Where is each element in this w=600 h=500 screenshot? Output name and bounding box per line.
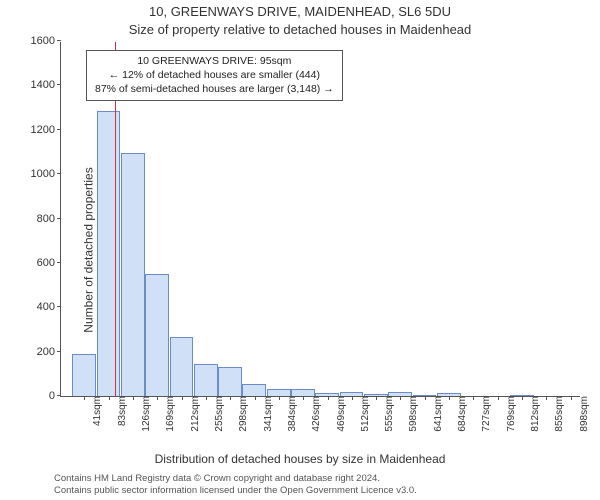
- x-tick-mark: [157, 396, 158, 400]
- x-tick-mark: [109, 396, 110, 400]
- y-tick-label: 1400: [21, 79, 61, 91]
- x-tick-mark: [303, 396, 304, 400]
- x-tick-mark: [206, 396, 207, 400]
- y-tick-mark: [57, 351, 61, 352]
- histogram-bar: [242, 384, 266, 396]
- histogram-bar: [145, 274, 169, 396]
- histogram-bar: [291, 389, 315, 396]
- x-tick-mark: [84, 396, 85, 400]
- x-tick-label: 598sqm: [404, 396, 419, 432]
- x-tick-label: 898sqm: [575, 396, 590, 432]
- annotation-callout: 10 GREENWAYS DRIVE: 95sqm ← 12% of detac…: [86, 50, 343, 101]
- y-tick-label: 1600: [21, 35, 61, 47]
- x-tick-mark: [352, 396, 353, 400]
- x-tick-label: 512sqm: [356, 396, 371, 432]
- y-tick-mark: [57, 306, 61, 307]
- x-tick-mark: [400, 396, 401, 400]
- x-tick-label: 855sqm: [550, 396, 565, 432]
- attribution-line2: Contains public sector information licen…: [54, 485, 417, 496]
- x-tick-label: 83sqm: [113, 396, 128, 426]
- x-tick-label: 255sqm: [210, 396, 225, 432]
- annotation-line3: 87% of semi-detached houses are larger (…: [95, 82, 334, 96]
- x-tick-mark: [182, 396, 183, 400]
- x-tick-mark: [279, 396, 280, 400]
- y-tick-label: 1200: [21, 124, 61, 136]
- x-tick-mark: [328, 396, 329, 400]
- x-tick-label: 426sqm: [307, 396, 322, 432]
- x-axis-label: Distribution of detached houses by size …: [0, 452, 600, 466]
- x-tick-label: 555sqm: [380, 396, 395, 432]
- y-tick-mark: [57, 395, 61, 396]
- x-tick-label: 169sqm: [161, 396, 176, 432]
- x-tick-label: 727sqm: [477, 396, 492, 432]
- histogram-bar: [121, 153, 145, 396]
- histogram-bar: [97, 111, 121, 396]
- y-tick-label: 200: [21, 346, 61, 358]
- x-tick-label: 684sqm: [453, 396, 468, 432]
- x-tick-label: 641sqm: [429, 396, 444, 432]
- x-tick-mark: [255, 396, 256, 400]
- histogram-bar: [72, 354, 96, 396]
- y-tick-mark: [57, 40, 61, 41]
- histogram-chart: 10, GREENWAYS DRIVE, MAIDENHEAD, SL6 5DU…: [0, 0, 600, 500]
- histogram-bar: [170, 337, 194, 396]
- x-tick-label: 126sqm: [137, 396, 152, 432]
- plot-area: 02004006008001000120014001600 41sqm83sqm…: [60, 42, 580, 397]
- chart-title-address: 10, GREENWAYS DRIVE, MAIDENHEAD, SL6 5DU: [0, 4, 600, 19]
- y-tick-mark: [57, 84, 61, 85]
- y-tick-label: 800: [21, 213, 61, 225]
- y-tick-mark: [57, 129, 61, 130]
- x-tick-label: 812sqm: [526, 396, 541, 432]
- x-tick-mark: [376, 396, 377, 400]
- x-tick-mark: [522, 396, 523, 400]
- x-tick-mark: [425, 396, 426, 400]
- y-tick-mark: [57, 262, 61, 263]
- x-tick-mark: [133, 396, 134, 400]
- y-tick-mark: [57, 218, 61, 219]
- x-tick-mark: [449, 396, 450, 400]
- annotation-line2: ← 12% of detached houses are smaller (44…: [95, 68, 334, 82]
- x-tick-label: 212sqm: [186, 396, 201, 432]
- x-tick-label: 341sqm: [259, 396, 274, 432]
- x-tick-mark: [571, 396, 572, 400]
- x-tick-label: 769sqm: [502, 396, 517, 432]
- x-tick-mark: [230, 396, 231, 400]
- x-tick-label: 384sqm: [283, 396, 298, 432]
- x-tick-label: 469sqm: [332, 396, 347, 432]
- histogram-bar: [218, 367, 242, 396]
- y-tick-mark: [57, 173, 61, 174]
- y-tick-label: 1000: [21, 168, 61, 180]
- x-tick-mark: [498, 396, 499, 400]
- y-tick-label: 0: [21, 390, 61, 402]
- annotation-line1: 10 GREENWAYS DRIVE: 95sqm: [95, 54, 334, 68]
- x-tick-mark: [546, 396, 547, 400]
- histogram-bar: [267, 389, 291, 396]
- y-tick-label: 600: [21, 257, 61, 269]
- x-tick-label: 298sqm: [234, 396, 249, 432]
- y-tick-label: 400: [21, 301, 61, 313]
- attribution-line1: Contains HM Land Registry data © Crown c…: [54, 473, 380, 484]
- x-tick-mark: [473, 396, 474, 400]
- histogram-bar: [194, 364, 218, 396]
- x-tick-label: 41sqm: [88, 396, 103, 426]
- chart-title-subtitle: Size of property relative to detached ho…: [0, 22, 600, 37]
